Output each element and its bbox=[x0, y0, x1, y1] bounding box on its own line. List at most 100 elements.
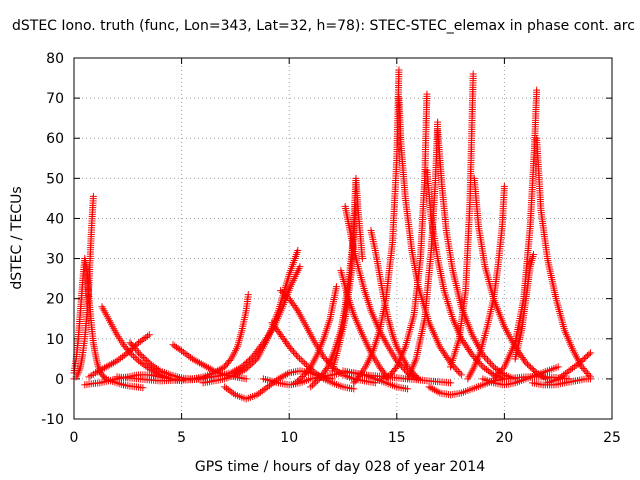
data-point bbox=[444, 355, 452, 363]
data-point bbox=[297, 374, 305, 382]
data-point bbox=[296, 263, 304, 271]
data-point bbox=[187, 353, 195, 361]
data-point bbox=[494, 370, 502, 378]
data-point bbox=[89, 192, 97, 200]
data-point bbox=[488, 370, 496, 378]
chart-title: dSTEC Iono. truth (func, Lon=343, Lat=32… bbox=[12, 18, 635, 34]
data-point bbox=[142, 333, 150, 341]
data-point bbox=[438, 346, 446, 354]
y-tick-label: 30 bbox=[46, 252, 64, 268]
data-point bbox=[496, 368, 504, 376]
data-point bbox=[127, 346, 135, 354]
data-point bbox=[213, 367, 221, 375]
data-point bbox=[560, 371, 568, 379]
data-point bbox=[520, 355, 528, 363]
data-point bbox=[320, 353, 328, 361]
data-point bbox=[516, 350, 524, 358]
data-point bbox=[482, 354, 490, 362]
data-point bbox=[395, 66, 403, 74]
data-point bbox=[176, 346, 184, 354]
data-point bbox=[578, 363, 586, 371]
data-point bbox=[154, 366, 162, 374]
data-point bbox=[136, 358, 144, 366]
data-point bbox=[429, 385, 437, 393]
data-point bbox=[280, 372, 288, 380]
data-point bbox=[140, 335, 148, 343]
data-point bbox=[237, 368, 245, 376]
data-point bbox=[212, 368, 220, 376]
data-point bbox=[93, 368, 101, 376]
data-point bbox=[582, 368, 590, 376]
data-point bbox=[194, 358, 202, 366]
data-point bbox=[278, 288, 286, 296]
y-tick-label: 80 bbox=[46, 51, 64, 67]
data-point bbox=[579, 356, 587, 364]
data-point bbox=[278, 373, 286, 381]
data-point bbox=[133, 355, 141, 363]
data-point bbox=[283, 293, 291, 301]
data-point bbox=[118, 353, 126, 361]
data-point bbox=[282, 291, 290, 299]
data-point bbox=[125, 347, 133, 355]
data-point bbox=[135, 349, 143, 357]
data-point bbox=[144, 332, 152, 340]
data-point bbox=[479, 363, 487, 371]
data-point bbox=[203, 363, 211, 371]
data-point bbox=[185, 352, 193, 360]
data-point bbox=[242, 375, 250, 383]
data-point bbox=[314, 376, 322, 384]
data-point bbox=[181, 349, 189, 357]
data-point bbox=[484, 367, 492, 375]
data-point bbox=[294, 247, 302, 255]
data-point bbox=[287, 344, 295, 352]
data-point bbox=[323, 365, 331, 373]
data-point bbox=[95, 367, 103, 375]
data-point bbox=[525, 362, 533, 370]
data-point bbox=[527, 363, 535, 371]
data-point bbox=[280, 290, 288, 298]
data-point bbox=[466, 347, 474, 355]
data-point bbox=[580, 355, 588, 363]
x-axis-label: GPS time / hours of day 028 of year 2014 bbox=[195, 459, 485, 475]
data-point bbox=[427, 384, 435, 392]
data-point bbox=[558, 372, 566, 380]
data-point bbox=[430, 386, 438, 394]
data-point bbox=[490, 375, 498, 383]
data-point bbox=[518, 353, 526, 361]
data-point bbox=[491, 364, 499, 372]
data-point bbox=[140, 361, 148, 369]
data-point bbox=[292, 379, 300, 387]
data-point bbox=[586, 349, 594, 357]
data-point bbox=[542, 374, 550, 382]
data-point bbox=[437, 345, 445, 353]
data-point bbox=[569, 364, 577, 372]
data-point bbox=[493, 371, 501, 379]
data-point bbox=[481, 364, 489, 372]
data-point bbox=[188, 355, 196, 363]
data-point bbox=[500, 182, 508, 190]
data-point bbox=[296, 354, 304, 362]
y-tick-label: 40 bbox=[46, 211, 64, 227]
data-point bbox=[143, 356, 151, 364]
data-point bbox=[258, 387, 266, 395]
data-point bbox=[99, 365, 107, 373]
data-point bbox=[453, 366, 461, 374]
data-point bbox=[239, 367, 247, 375]
data-point bbox=[111, 358, 119, 366]
data-point bbox=[178, 347, 186, 355]
data-point bbox=[457, 371, 465, 379]
data-point bbox=[456, 369, 464, 377]
y-tick-label: 50 bbox=[46, 171, 64, 187]
data-point bbox=[522, 359, 530, 367]
data-point bbox=[585, 371, 593, 379]
data-point bbox=[487, 359, 495, 367]
data-point bbox=[292, 351, 300, 359]
data-point bbox=[144, 364, 152, 372]
data-point bbox=[583, 352, 591, 360]
data-point bbox=[139, 353, 147, 361]
y-tick-label: 10 bbox=[46, 332, 64, 348]
y-axis-label: dSTEC / TECUs bbox=[9, 186, 25, 289]
data-point bbox=[201, 362, 209, 370]
data-point bbox=[442, 352, 450, 360]
data-point bbox=[581, 366, 589, 374]
